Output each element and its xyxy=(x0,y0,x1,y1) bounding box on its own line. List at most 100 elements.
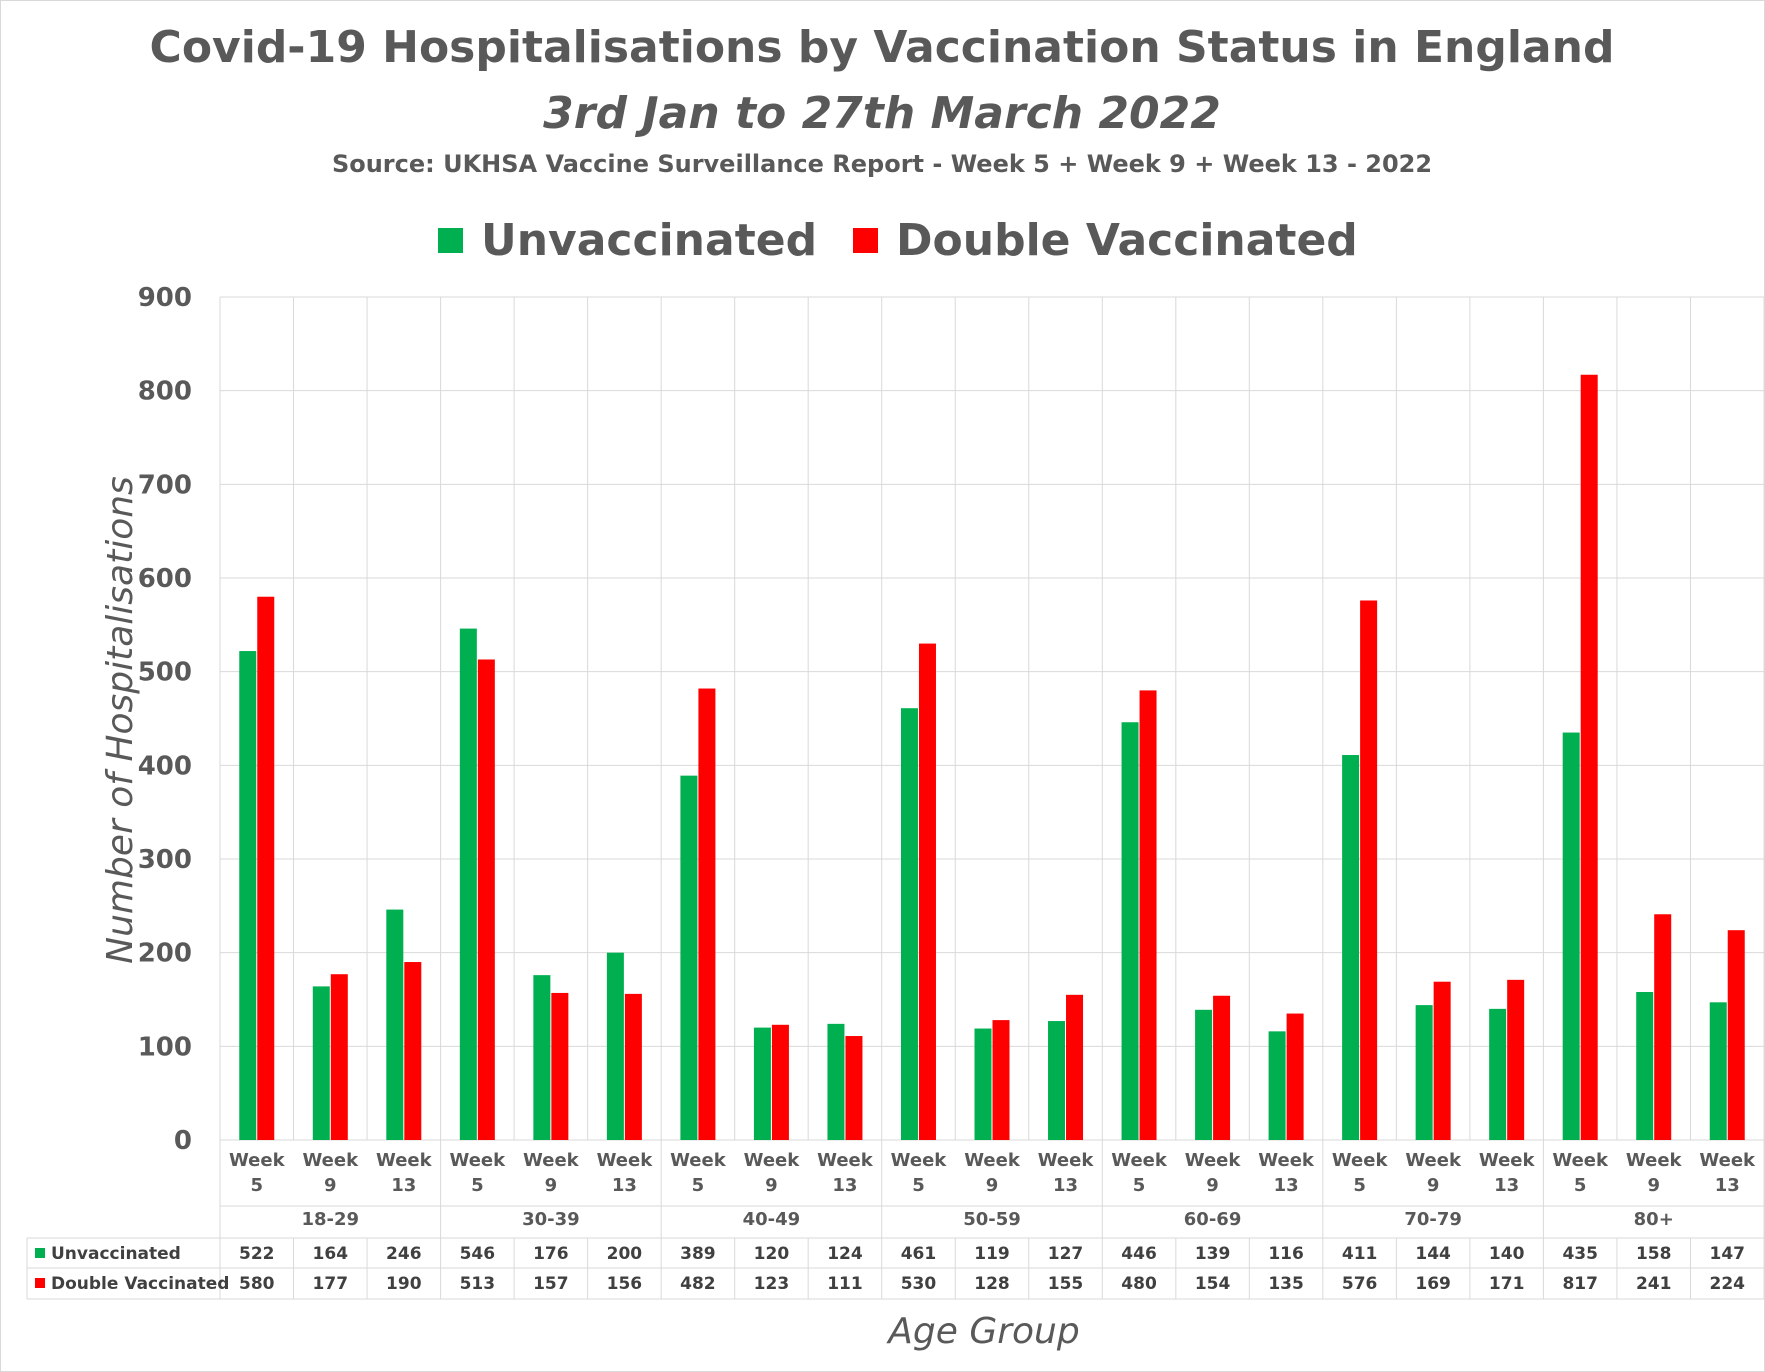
table-row-label: Double Vaccinated xyxy=(51,1274,229,1294)
table-cell: 156 xyxy=(607,1274,643,1294)
table-cell: 482 xyxy=(680,1274,716,1294)
bar-unvaccinated xyxy=(753,1027,771,1140)
table-cell: 139 xyxy=(1195,1244,1231,1264)
chart-source: Source: UKHSA Vaccine Surveillance Repor… xyxy=(332,150,1432,178)
bar-unvaccinated xyxy=(1709,1002,1727,1140)
gridlines xyxy=(219,296,1765,1141)
table-cell: 140 xyxy=(1489,1244,1525,1264)
age-group-label: 70-79 xyxy=(1404,1209,1462,1230)
y-tick-label: 300 xyxy=(138,845,192,875)
bar-double-vaccinated xyxy=(551,992,569,1140)
bar-double-vaccinated xyxy=(1654,914,1672,1140)
bar-double-vaccinated xyxy=(992,1020,1010,1140)
x-tick-week: Week xyxy=(597,1150,654,1171)
table-key-double-vaccinated xyxy=(35,1278,45,1288)
x-tick-week: Week xyxy=(302,1150,359,1171)
table-cell: 147 xyxy=(1709,1244,1745,1264)
x-tick-week-number: 13 xyxy=(1274,1175,1299,1196)
legend-swatch-double-vaccinated xyxy=(853,228,878,253)
table-cell: 530 xyxy=(901,1274,937,1294)
table-cell: 435 xyxy=(1562,1244,1598,1264)
table-key-unvaccinated xyxy=(35,1248,45,1258)
y-tick-label: 800 xyxy=(138,377,192,407)
x-tick-week-number: 13 xyxy=(1494,1175,1519,1196)
bar-double-vaccinated xyxy=(330,974,348,1140)
x-tick-week-number: 13 xyxy=(391,1175,416,1196)
table-cell: 169 xyxy=(1415,1274,1451,1294)
bar-double-vaccinated xyxy=(698,688,716,1140)
bar-double-vaccinated xyxy=(477,659,495,1140)
y-tick-label: 900 xyxy=(138,283,192,313)
table-cell: 176 xyxy=(533,1244,569,1264)
table-cell: 157 xyxy=(533,1274,569,1294)
bar-unvaccinated xyxy=(1342,755,1360,1140)
x-tick-week: Week xyxy=(1626,1150,1683,1171)
table-cell: 389 xyxy=(680,1244,716,1264)
table-cell: 177 xyxy=(313,1274,349,1294)
table-cell: 120 xyxy=(754,1244,790,1264)
bar-unvaccinated xyxy=(1489,1008,1507,1140)
x-axis-title: Age Group xyxy=(886,1311,1079,1352)
x-tick-week: Week xyxy=(1405,1150,1462,1171)
table-cell: 522 xyxy=(239,1244,275,1264)
table-cell: 480 xyxy=(1121,1274,1157,1294)
x-tick-week-number: 9 xyxy=(324,1175,337,1196)
table-cell: 155 xyxy=(1048,1274,1084,1294)
table-cell: 200 xyxy=(607,1244,643,1264)
bar-double-vaccinated xyxy=(771,1024,789,1140)
y-tick-label: 600 xyxy=(138,564,192,594)
y-tick-label: 700 xyxy=(138,470,192,500)
age-group-label: 40-49 xyxy=(743,1209,801,1230)
x-tick-week: Week xyxy=(376,1150,433,1171)
table-cell: 546 xyxy=(460,1244,496,1264)
x-tick-week: Week xyxy=(1332,1150,1389,1171)
age-group-label: 50-59 xyxy=(963,1209,1021,1230)
x-tick-week: Week xyxy=(964,1150,1021,1171)
x-tick-week: Week xyxy=(1552,1150,1609,1171)
x-tick-week-number: 9 xyxy=(1427,1175,1440,1196)
bar-unvaccinated xyxy=(312,986,330,1140)
y-tick-label: 0 xyxy=(174,1126,192,1156)
y-tick-label: 400 xyxy=(138,751,192,781)
bar-unvaccinated xyxy=(1048,1021,1066,1140)
table-cell: 817 xyxy=(1562,1274,1598,1294)
legend-swatch-unvaccinated xyxy=(438,228,463,253)
x-tick-week: Week xyxy=(891,1150,948,1171)
x-tick-week-number: 9 xyxy=(986,1175,999,1196)
table-cell: 580 xyxy=(239,1274,275,1294)
age-group-label: 80+ xyxy=(1634,1209,1674,1230)
x-tick-week-number: 5 xyxy=(692,1175,705,1196)
x-tick-week-number: 9 xyxy=(1206,1175,1219,1196)
x-tick-week-number: 9 xyxy=(1647,1175,1660,1196)
bar-unvaccinated xyxy=(827,1023,845,1140)
age-group-label: 18-29 xyxy=(301,1209,359,1230)
legend-label-double-vaccinated: Double Vaccinated xyxy=(896,215,1358,266)
x-tick-week: Week xyxy=(1038,1150,1095,1171)
bar-unvaccinated xyxy=(606,952,624,1140)
x-tick-week-number: 5 xyxy=(1353,1175,1366,1196)
table-cell: 411 xyxy=(1342,1244,1378,1264)
age-group-label: 60-69 xyxy=(1184,1209,1242,1230)
x-tick-week-number: 13 xyxy=(1715,1175,1740,1196)
y-axis-title: Number of Hospitalisations xyxy=(100,476,141,964)
table-cell: 111 xyxy=(827,1274,863,1294)
bar-unvaccinated xyxy=(239,651,257,1140)
bar-double-vaccinated xyxy=(624,993,642,1140)
table-cell: 158 xyxy=(1636,1244,1672,1264)
x-tick-week: Week xyxy=(1699,1150,1756,1171)
table-cell: 135 xyxy=(1268,1274,1304,1294)
table-cell: 116 xyxy=(1268,1244,1304,1264)
bar-double-vaccinated xyxy=(1727,930,1745,1140)
bar-double-vaccinated xyxy=(918,643,936,1140)
x-tick-week: Week xyxy=(523,1150,580,1171)
table-cell: 513 xyxy=(460,1274,496,1294)
table-cell: 171 xyxy=(1489,1274,1525,1294)
bar-double-vaccinated xyxy=(1066,994,1084,1140)
bar-double-vaccinated xyxy=(1433,981,1451,1140)
bar-unvaccinated xyxy=(1121,722,1139,1140)
bar-unvaccinated xyxy=(1562,732,1580,1140)
table-cell: 124 xyxy=(827,1244,863,1264)
x-tick-week-number: 5 xyxy=(1574,1175,1587,1196)
